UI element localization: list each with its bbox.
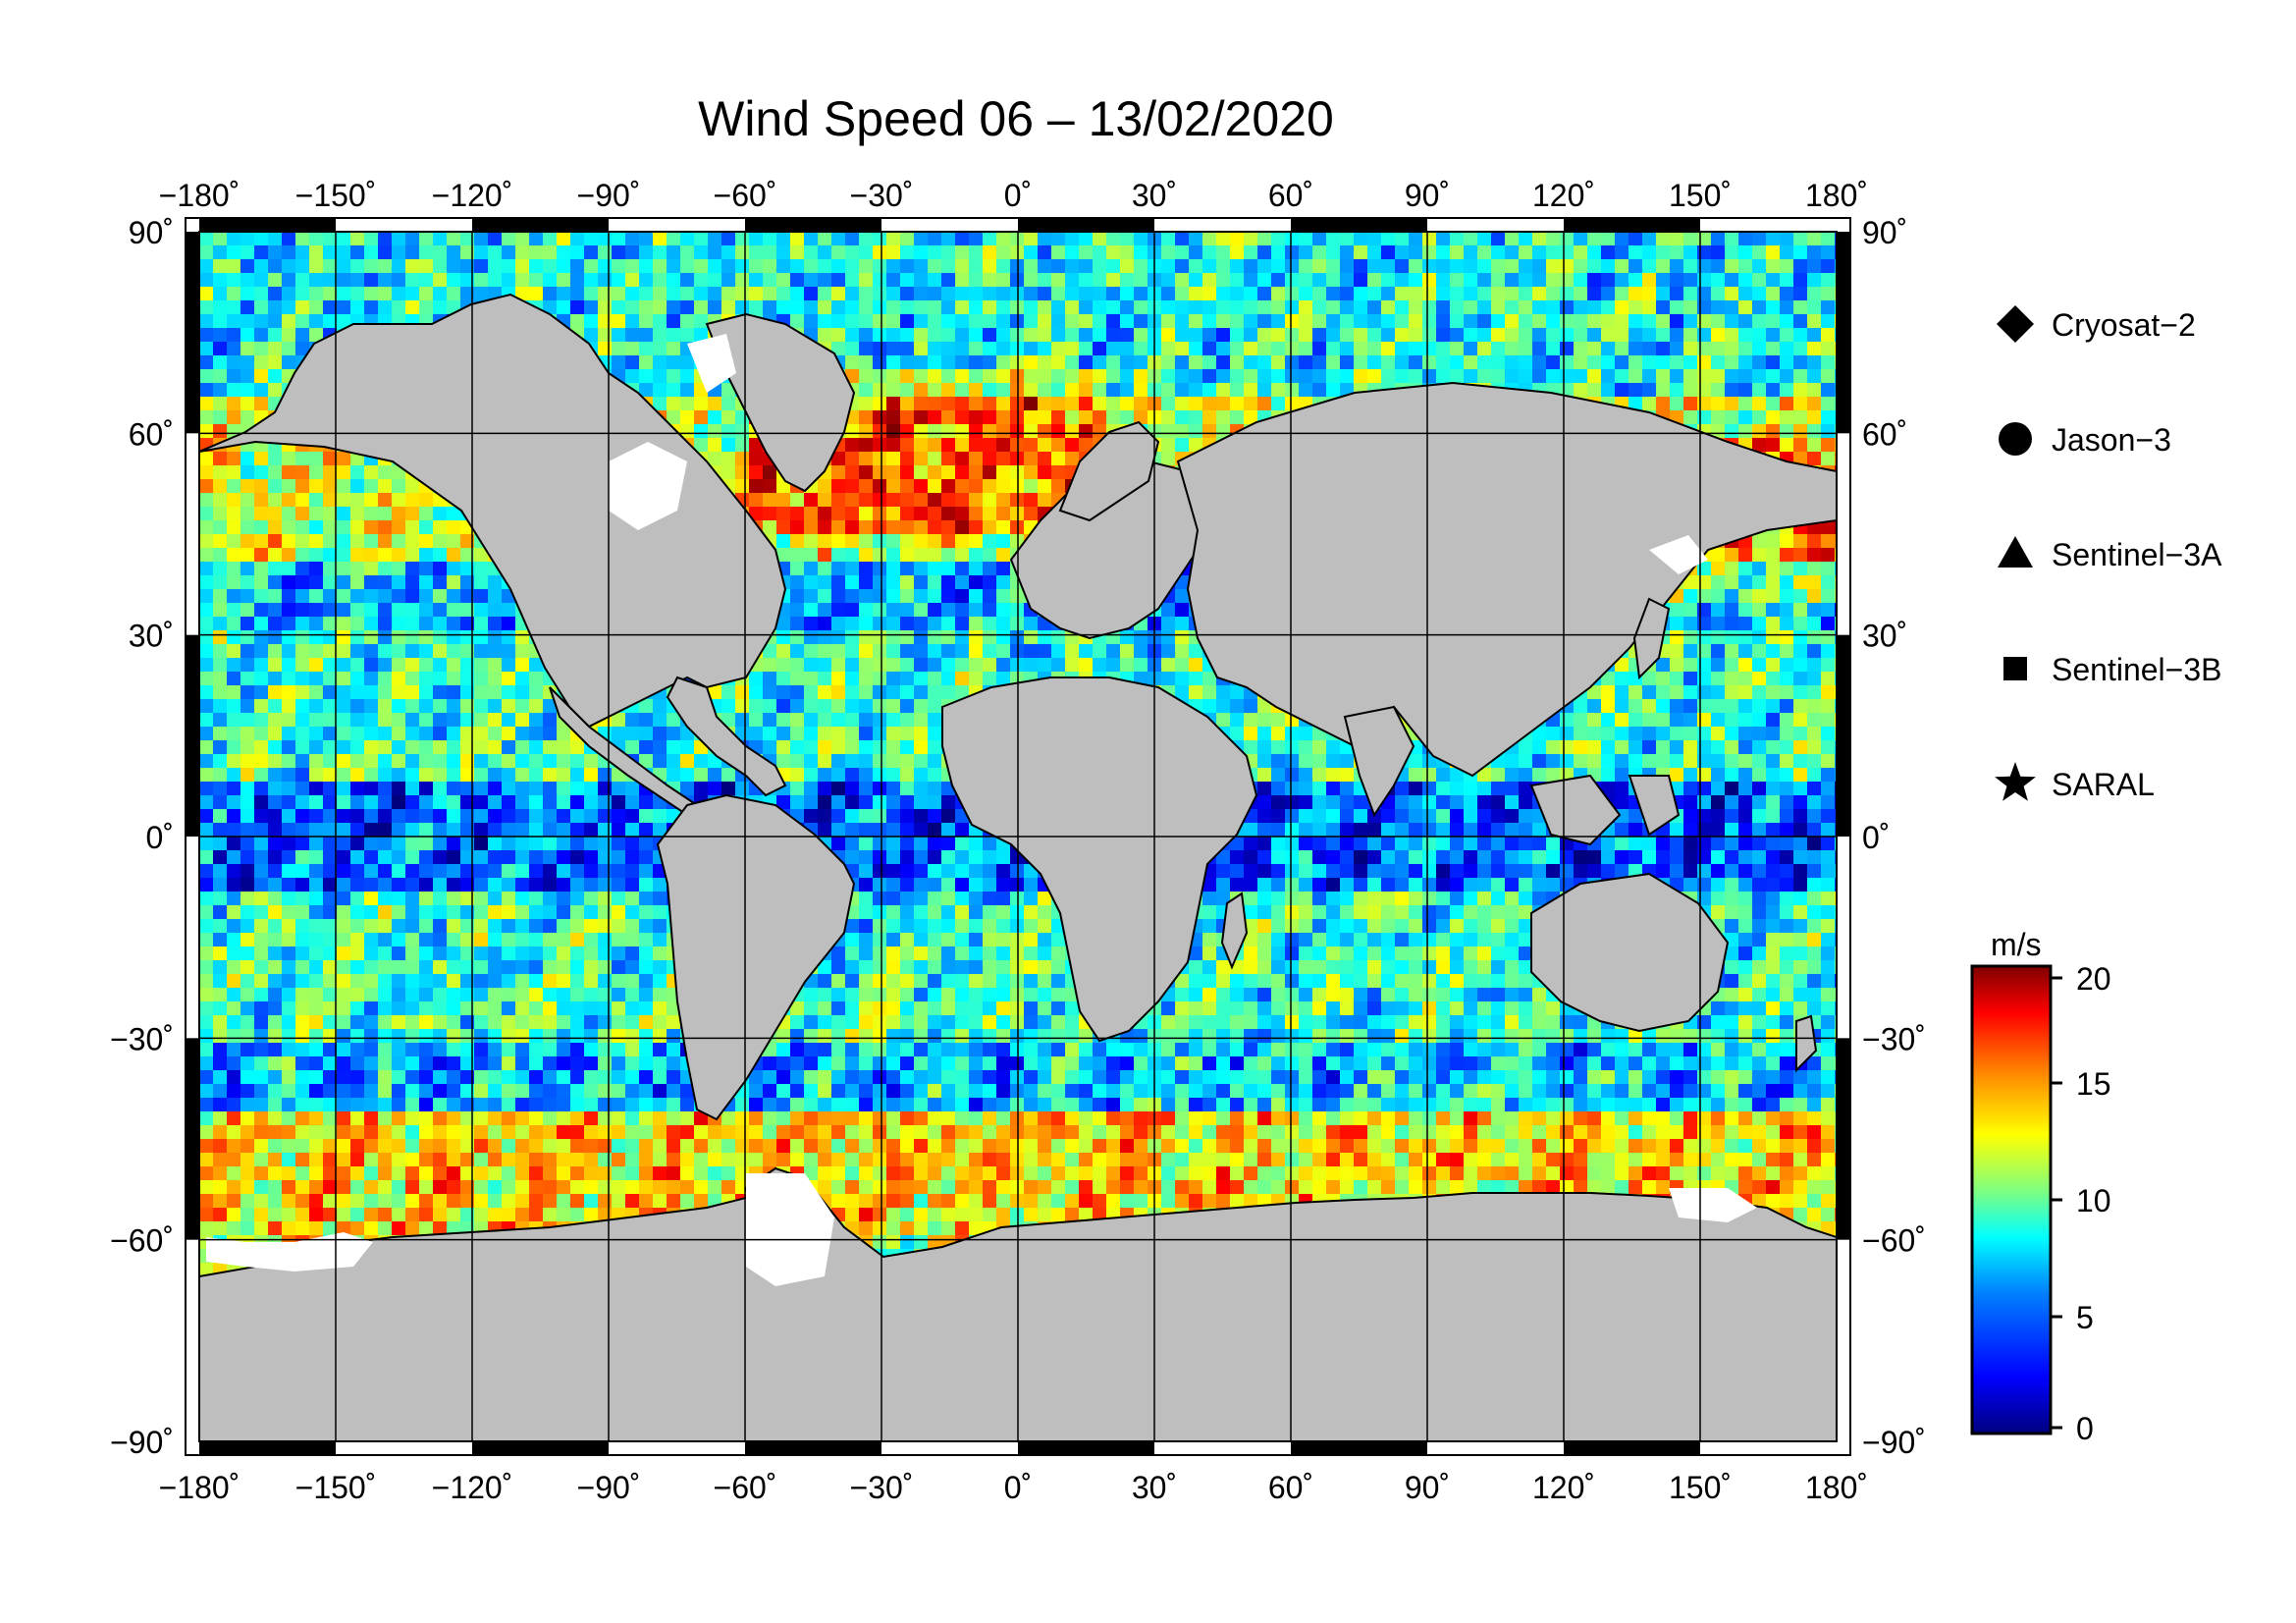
lon-tick-label: 180˚ bbox=[1805, 178, 1868, 213]
legend-item: Sentinel−3B bbox=[2003, 652, 2221, 687]
australia bbox=[1530, 872, 1730, 1033]
triangle-marker-icon bbox=[1998, 536, 2033, 568]
colorbar-ticks: 20 15 10 5 0 bbox=[2051, 961, 2111, 1446]
colorbar-tick-label: 15 bbox=[2076, 1066, 2111, 1102]
lon-tick-label: 30˚ bbox=[1132, 178, 1177, 213]
lon-tick-label: 0˚ bbox=[1004, 178, 1032, 213]
lon-tick-label: 60˚ bbox=[1268, 1470, 1313, 1505]
colorbar-tick-label: 10 bbox=[2076, 1183, 2111, 1218]
lon-tick-label: 180˚ bbox=[1805, 1470, 1868, 1505]
lat-tick-label: −90˚ bbox=[1862, 1425, 1926, 1460]
legend-label: Jason−3 bbox=[2052, 422, 2171, 458]
asia bbox=[1176, 381, 1837, 778]
colorbar-unit: m/s bbox=[1991, 927, 2042, 962]
lat-tick-label: −60˚ bbox=[110, 1223, 174, 1259]
lon-tick-label: −90˚ bbox=[577, 1470, 641, 1505]
legend-item: Sentinel−3A bbox=[1998, 536, 2222, 572]
lon-tick-label: −180˚ bbox=[159, 178, 240, 213]
legend-item: Cryosat−2 bbox=[1997, 305, 2196, 343]
lat-tick-label: 30˚ bbox=[129, 619, 174, 654]
legend-label: Cryosat−2 bbox=[2052, 307, 2196, 343]
lon-tick-label: −150˚ bbox=[295, 178, 377, 213]
lon-tick-label: 90˚ bbox=[1405, 1470, 1450, 1505]
lat-tick-label: 60˚ bbox=[1862, 416, 1907, 452]
lat-tick-label: 90˚ bbox=[129, 215, 174, 250]
square-marker-icon bbox=[2003, 657, 2027, 680]
lat-tick-label: 30˚ bbox=[1862, 619, 1907, 654]
lon-tick-label: 90˚ bbox=[1405, 178, 1450, 213]
lon-tick-label: 150˚ bbox=[1669, 1470, 1732, 1505]
lon-tick-label: −150˚ bbox=[295, 1470, 377, 1505]
lon-tick-label: 120˚ bbox=[1532, 178, 1595, 213]
lat-tick-label: −90˚ bbox=[110, 1425, 174, 1460]
lat-tick-label: 0˚ bbox=[146, 820, 174, 855]
colorbar-tick-label: 0 bbox=[2076, 1411, 2094, 1446]
circle-marker-icon bbox=[1999, 422, 2032, 456]
lat-tick-label: −30˚ bbox=[1862, 1021, 1926, 1056]
lat-tick-label: −60˚ bbox=[1862, 1223, 1926, 1259]
legend-label: SARAL bbox=[2052, 767, 2155, 802]
colorbar: m/s 20 15 10 5 0 bbox=[1970, 927, 2111, 1446]
star-marker-icon bbox=[1995, 762, 2036, 801]
north-america bbox=[199, 293, 787, 729]
lat-tick-labels-left: 90˚ 60˚ 30˚ 0˚ −30˚ −60˚ −90˚ bbox=[110, 215, 174, 1460]
lon-tick-label: 120˚ bbox=[1532, 1470, 1595, 1505]
lon-tick-label: −90˚ bbox=[577, 178, 641, 213]
lat-tick-label: 90˚ bbox=[1862, 215, 1907, 250]
lon-tick-label: −60˚ bbox=[714, 1470, 777, 1505]
map-title: Wind Speed 06 – 13/02/2020 bbox=[698, 91, 1334, 146]
lon-tick-label: −180˚ bbox=[159, 1470, 240, 1505]
colorbar-gradient bbox=[1970, 964, 2053, 1435]
lat-tick-label: −30˚ bbox=[110, 1021, 174, 1056]
lon-tick-labels-top: −180˚ −150˚ −120˚ −90˚ −60˚ −30˚ 0˚ 30˚ 60˚ 90˚ 12… bbox=[159, 178, 1868, 213]
colorbar-tick-label: 20 bbox=[2076, 961, 2111, 997]
colorbar-tick-label: 5 bbox=[2076, 1300, 2094, 1335]
lon-tick-label: −60˚ bbox=[714, 178, 777, 213]
lon-tick-label: 0˚ bbox=[1004, 1470, 1032, 1505]
legend-item: SARAL bbox=[1995, 762, 2155, 802]
africa bbox=[941, 676, 1258, 1043]
lat-tick-labels-right: 90˚ 60˚ 30˚ 0˚ −30˚ −60˚ −90˚ bbox=[1862, 215, 1926, 1460]
legend-label: Sentinel−3B bbox=[2052, 652, 2221, 687]
lat-tick-label: 60˚ bbox=[129, 416, 174, 452]
lon-tick-label: −30˚ bbox=[850, 178, 914, 213]
india bbox=[1343, 705, 1415, 818]
map-frame bbox=[185, 217, 1851, 1456]
lat-tick-label: 0˚ bbox=[1862, 820, 1890, 855]
lon-tick-label: 60˚ bbox=[1268, 178, 1313, 213]
lon-tick-label: −30˚ bbox=[850, 1470, 914, 1505]
lon-tick-labels-bottom: −180˚ −150˚ −120˚ −90˚ −60˚ −30˚ 0˚ 30˚ 60˚ 90˚ 12… bbox=[159, 1470, 1868, 1505]
sea-ice bbox=[206, 334, 1757, 1286]
scandinavia bbox=[1058, 420, 1160, 522]
lon-tick-label: 30˚ bbox=[1132, 1470, 1177, 1505]
graticule bbox=[199, 232, 1837, 1441]
legend-item: Jason−3 bbox=[1999, 422, 2171, 458]
legend-label: Sentinel−3A bbox=[2052, 537, 2222, 572]
lon-tick-label: 150˚ bbox=[1669, 178, 1732, 213]
diamond-marker-icon bbox=[1997, 305, 2034, 343]
satellite-legend: Cryosat−2 Jason−3 Sentinel−3A Sentinel−3B SA… bbox=[1995, 305, 2222, 802]
lon-tick-label: −120˚ bbox=[432, 178, 513, 213]
lon-tick-label: −120˚ bbox=[432, 1470, 513, 1505]
greenland bbox=[705, 312, 856, 493]
